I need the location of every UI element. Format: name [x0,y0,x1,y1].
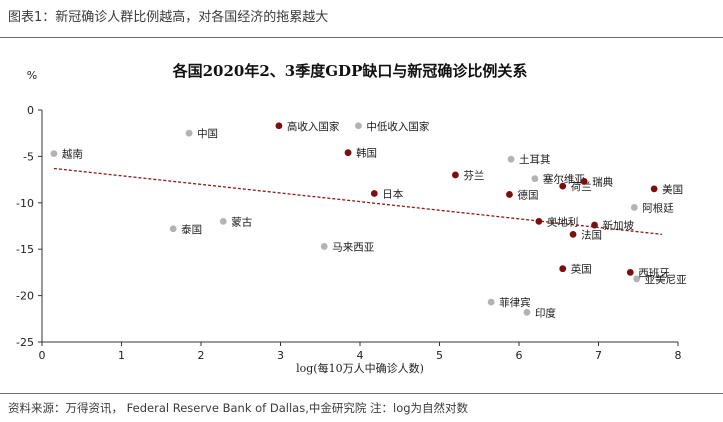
point-label: 亚美尼亚 [645,273,687,286]
point-label: 芬兰 [463,169,484,182]
point-label: 新加坡 [603,219,635,232]
trendline-group [53,167,663,235]
x-tick-label: 8 [675,349,682,362]
y-tick-label: -10 [16,197,34,210]
data-point [185,129,193,137]
y-tick-label: -15 [16,243,34,256]
axes: 0 -5 -10 -15 -20 -25 0 1 2 3 4 5 6 7 8 [16,104,681,362]
point-label: 中国 [197,127,218,140]
point-label: 泰国 [181,223,202,236]
data-point [523,308,531,316]
data-point [580,178,588,185]
point-label: 菲律宾 [499,296,531,309]
point-label: 韩国 [356,147,377,160]
data-point [320,243,328,250]
data-point [591,221,598,229]
y-tick-label: -5 [23,150,34,163]
x-tick-label: 2 [198,349,205,362]
x-tick-label: 7 [595,349,602,362]
x-tick-label: 5 [436,349,443,362]
bottom-rule [0,393,723,394]
x-tick-label: 0 [39,349,46,362]
data-point [559,265,567,273]
point-label: 英国 [571,263,592,276]
top-rule [0,37,723,38]
point-label: 奥地利 [547,215,579,228]
point-label: 土耳其 [519,153,551,166]
data-point [169,225,177,233]
point-label: 德国 [517,188,538,201]
scatter-chart: 各国2020年2、3季度GDP缺口与新冠确诊比例关系 % 0 -5 -10 -15 -2… [16,62,687,375]
trendline [53,167,663,235]
x-tick-label: 3 [277,349,284,362]
point-label: 蒙古 [231,215,252,228]
x-tick-label: 1 [118,349,125,362]
data-point [219,217,227,225]
y-tick-label: -25 [16,336,34,349]
data-point [355,122,362,130]
point-label: 高收入国家 [287,120,340,133]
point-label: 马来西亚 [332,241,374,253]
data-point [487,298,495,306]
data-point [569,230,577,238]
point-label: 越南 [62,148,83,161]
point-label: 法国 [581,228,602,241]
data-point [531,175,539,183]
y-tick-label: -20 [16,290,34,303]
data-point [452,171,459,179]
point-label: 西班牙 [638,267,670,279]
data-point [650,185,658,193]
figure-caption: 图表1：新冠确诊人群比例越高，对各国经济的拖累越大 [8,10,329,25]
data-point [626,269,634,276]
point-label: 瑞典 [592,175,613,188]
data-point [535,217,543,225]
y-axis-unit: % [27,69,37,82]
data-point [370,190,378,197]
x-tick-label: 6 [516,349,523,362]
data-point [630,204,638,211]
point-label: 塞尔维亚 [543,173,585,186]
point-label: 印度 [535,306,556,319]
data-point [633,275,641,283]
y-tick-label: 0 [27,104,34,117]
point-label: 中低收入国家 [366,120,429,133]
point-label: 美国 [662,183,683,196]
data-point [344,149,352,157]
data-point [506,191,513,198]
point-label: 日本 [382,188,403,201]
x-tick-label: 4 [357,349,364,362]
data-point [275,122,283,130]
data-point [50,150,58,158]
chart-title: 各国2020年2、3季度GDP缺口与新冠确诊比例关系 [172,62,528,80]
data-point [507,155,515,163]
point-label: 阿根廷 [642,201,674,214]
data-point [559,182,567,190]
source-note: 资料来源：万得资讯， Federal Reserve Bank of Dalla… [8,401,469,415]
x-axis-label: log(每10万人中确诊人数) [296,361,424,375]
